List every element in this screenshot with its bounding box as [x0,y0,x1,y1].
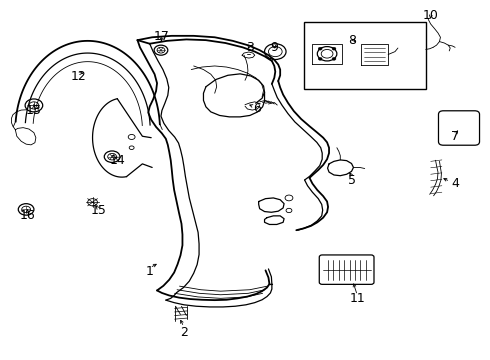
Text: 3: 3 [246,41,254,54]
Circle shape [318,47,322,50]
Circle shape [332,47,336,50]
Text: 4: 4 [451,177,459,190]
Circle shape [332,57,336,60]
Text: 8: 8 [348,33,357,47]
Text: 1: 1 [146,265,154,278]
Text: 5: 5 [348,174,357,186]
Text: 15: 15 [91,204,106,217]
Text: 7: 7 [451,130,459,144]
Text: 6: 6 [253,102,261,115]
Text: 12: 12 [71,69,87,82]
Text: 9: 9 [270,41,278,54]
Text: 16: 16 [20,210,35,222]
Text: 13: 13 [26,104,42,117]
Text: 10: 10 [423,9,439,22]
Text: 14: 14 [110,154,126,167]
Bar [304,22,426,89]
Text: 2: 2 [180,326,188,339]
Text: 17: 17 [154,30,170,43]
Text: 11: 11 [349,292,365,305]
Circle shape [318,57,322,60]
